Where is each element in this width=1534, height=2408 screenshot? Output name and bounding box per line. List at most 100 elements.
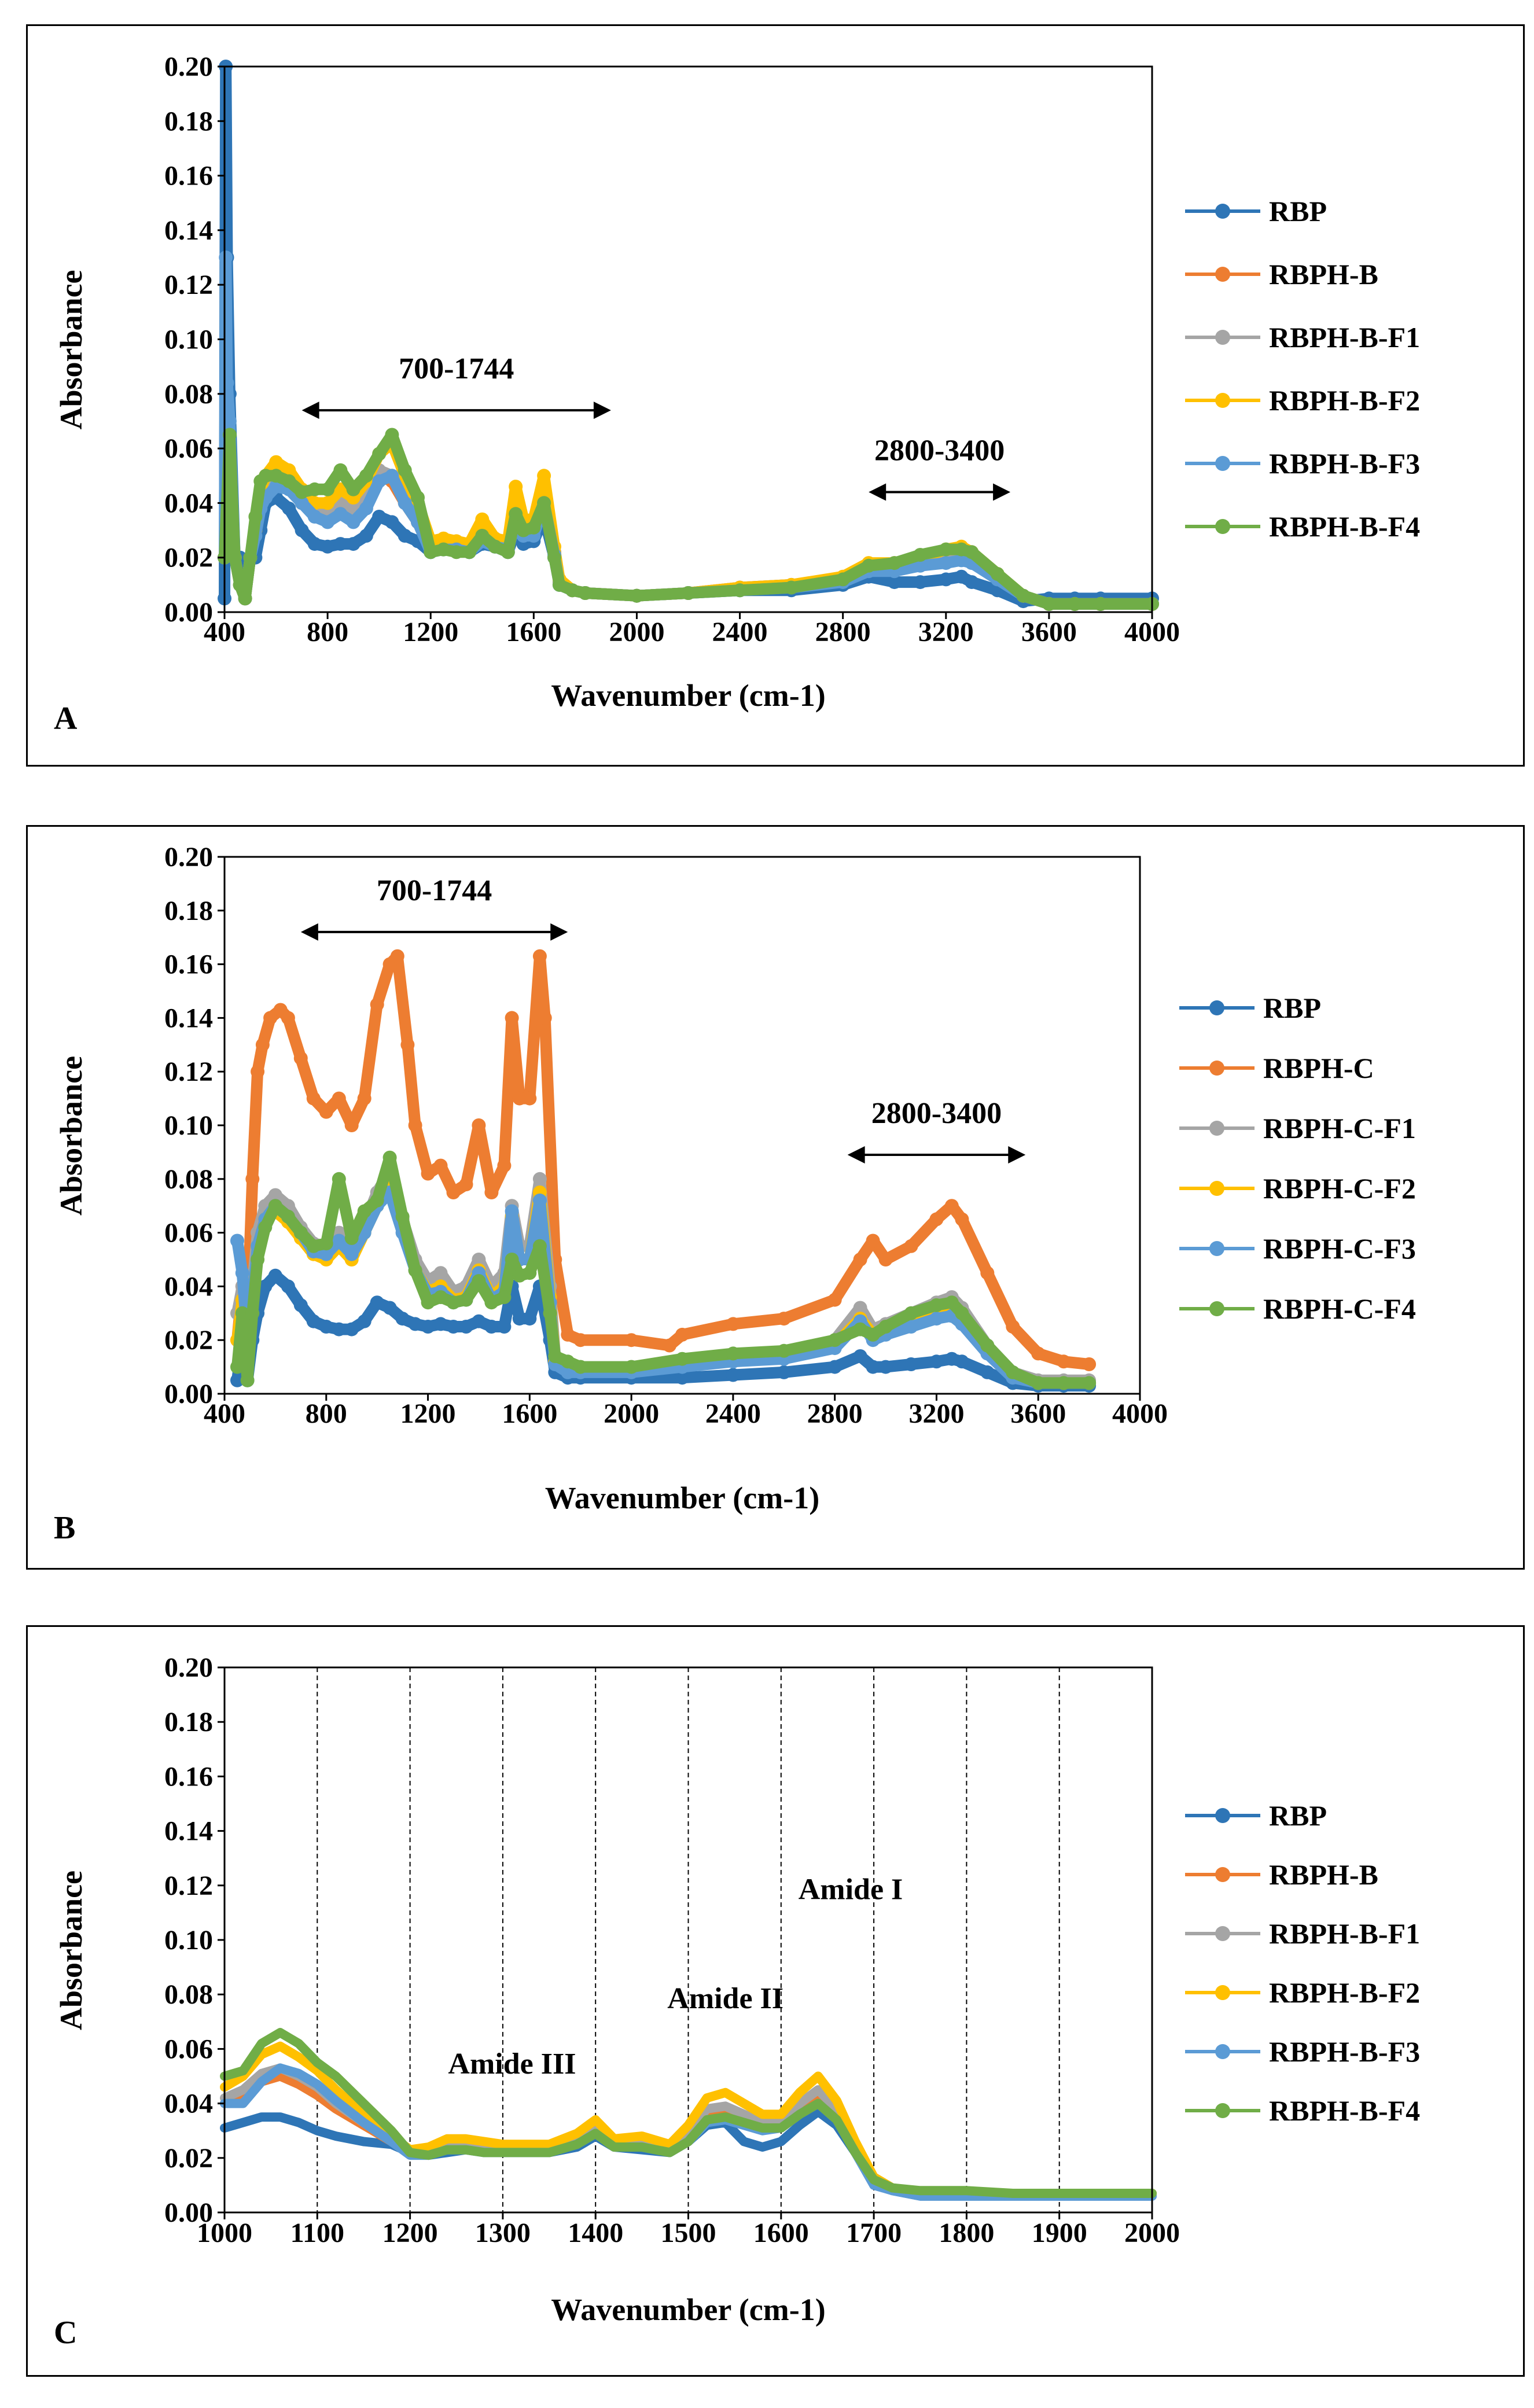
y-axis-label: Absorbance (54, 1056, 89, 1216)
data-point (333, 537, 348, 551)
data-point (370, 997, 384, 1012)
data-point (543, 1306, 557, 1320)
data-point (537, 469, 551, 483)
data-point (462, 545, 476, 559)
data-point (255, 1037, 270, 1052)
series-rbp (230, 1268, 1097, 1393)
data-point (258, 1279, 273, 1294)
legend-swatch-marker (1215, 267, 1230, 282)
data-point (1006, 1320, 1020, 1334)
data-point (372, 447, 387, 461)
data-point (281, 1011, 295, 1025)
data-point (319, 1320, 333, 1334)
data-point (282, 501, 296, 516)
x-tick-label: 2400 (705, 1398, 761, 1429)
legend-label: RBPH-C (1263, 1052, 1374, 1084)
data-point (321, 539, 335, 554)
data-point (319, 1104, 333, 1119)
data-point (333, 463, 348, 477)
data-point (523, 1266, 537, 1280)
data-point (561, 1327, 575, 1342)
data-point (965, 545, 979, 559)
y-tick-label: 0.12 (164, 270, 213, 300)
data-point (259, 469, 273, 483)
legend-label: RBPH-B-F4 (1269, 2094, 1420, 2127)
y-tick-label: 0.02 (164, 1325, 213, 1356)
data-point (509, 480, 523, 494)
data-point (1082, 1357, 1097, 1371)
data-point (398, 496, 412, 510)
y-tick-label: 0.18 (164, 896, 213, 926)
data-point (878, 1253, 893, 1266)
chart-b-svg: 0.00 0.02 0.04 0.06 0.08 0.10 0.12 0.14 0.16 0.18… (54, 842, 1416, 1546)
data-point (268, 1188, 282, 1202)
data-point (866, 1360, 880, 1374)
data-point (488, 539, 502, 554)
data-point (512, 1091, 527, 1106)
arrowhead-left (847, 1146, 865, 1164)
data-point (827, 1333, 842, 1347)
data-point (624, 1333, 639, 1347)
data-point (866, 1327, 880, 1342)
data-point (344, 1247, 359, 1261)
legend-swatch-marker (1215, 1926, 1230, 1941)
series-rbph-c (230, 949, 1097, 1371)
legend-label: RBPH-B-F2 (1269, 1976, 1420, 2009)
y-tick-label: 0.04 (164, 488, 213, 518)
amide-annotation: Amide III (448, 2048, 576, 2081)
legend-label: RBPH-B (1269, 1858, 1378, 1891)
data-point (436, 542, 451, 557)
data-point (1057, 1376, 1071, 1390)
x-tick-label: 2000 (1124, 2218, 1180, 2248)
x-tick-label: 400 (204, 617, 245, 647)
y-tick-label: 0.20 (164, 842, 213, 872)
data-point (332, 1234, 346, 1248)
data-point (675, 1371, 689, 1385)
data-point (269, 455, 284, 469)
x-tick-label: 3600 (1021, 617, 1077, 647)
legend-swatch-marker (1215, 2103, 1230, 2118)
amide-annotation: Amide I (799, 1873, 903, 1906)
data-point (245, 1306, 260, 1320)
data-point (436, 531, 451, 546)
series-line (219, 61, 1158, 607)
series-rbph-b-f4 (220, 2028, 1157, 2198)
range-annotation: 700-1744 (399, 352, 514, 385)
data-point (1082, 1376, 1097, 1390)
x-tick-label: 3200 (908, 1398, 964, 1429)
legend-item: RBP (1179, 992, 1321, 1024)
data-point (385, 469, 399, 483)
y-tick-label: 0.18 (164, 106, 213, 137)
legend-label: RBP (1269, 195, 1327, 227)
data-point (395, 1312, 410, 1326)
legend-label: RBPH-B-F3 (1269, 447, 1420, 480)
data-point (887, 575, 902, 590)
data-point (954, 569, 969, 584)
data-point (293, 1225, 308, 1240)
data-point (472, 1253, 486, 1266)
data-point (268, 1199, 282, 1213)
legend-item: RBP (1185, 195, 1327, 227)
series-line (219, 252, 1158, 610)
legend-item: RBPH-C-F4 (1179, 1293, 1416, 1325)
arrowhead-right (550, 923, 568, 941)
data-point (421, 1295, 435, 1310)
data-point (263, 1011, 278, 1025)
data-point (827, 1293, 842, 1307)
legend-label: RBPH-B-F4 (1269, 510, 1420, 543)
data-point (939, 572, 953, 587)
data-point (1031, 1346, 1046, 1361)
data-point (269, 469, 284, 483)
y-tick-label: 0.04 (164, 1271, 213, 1302)
data-point (344, 1118, 359, 1132)
legend-item: RBPH-B-F4 (1185, 510, 1420, 543)
data-point (446, 1320, 461, 1334)
y-tick-label: 0.08 (164, 1979, 213, 2010)
data-point (400, 1037, 415, 1052)
arrowhead-left (300, 923, 318, 941)
x-axis-label: Wavenumber (cm-1) (551, 2292, 825, 2327)
legend-item: RBPH-C (1179, 1052, 1374, 1084)
data-point (527, 520, 541, 535)
data-point (777, 1312, 791, 1326)
y-tick-label: 0.02 (164, 543, 213, 573)
